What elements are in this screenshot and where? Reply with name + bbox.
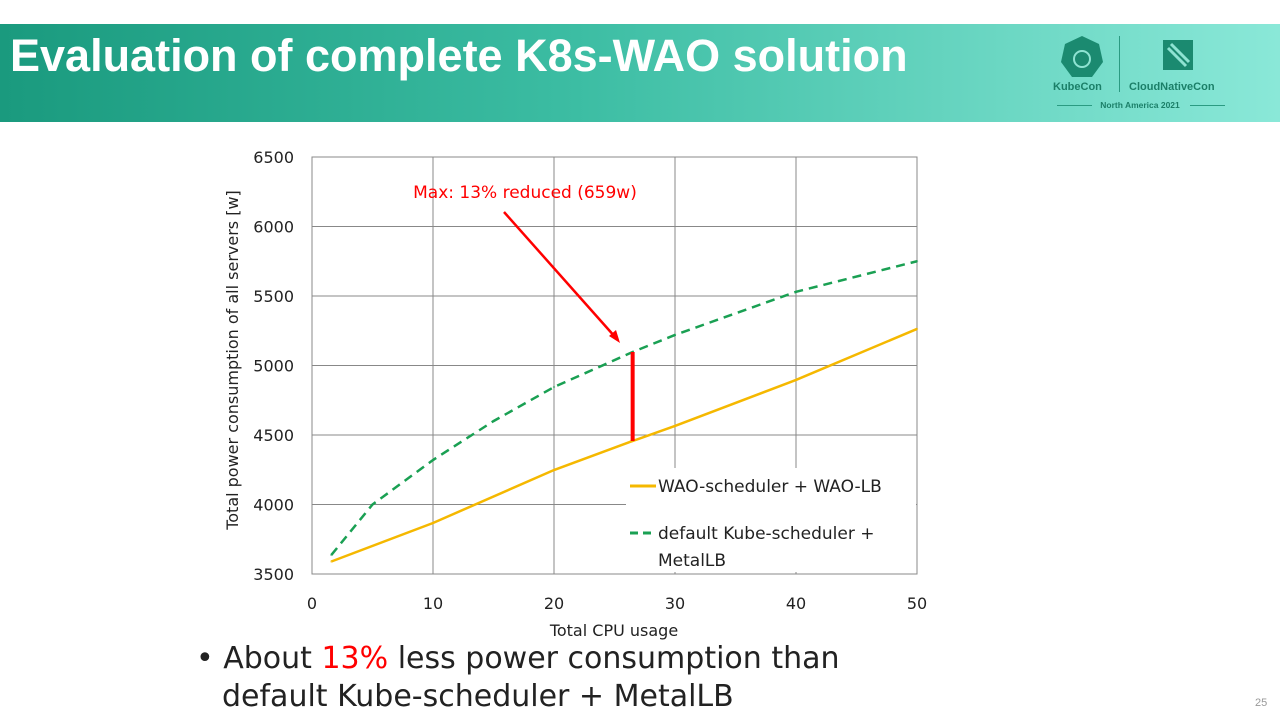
data-point bbox=[915, 327, 919, 331]
y-tick-label: 5000 bbox=[253, 357, 294, 376]
data-point bbox=[673, 333, 677, 337]
data-point bbox=[431, 521, 435, 525]
event-subtitle: North America 2021 bbox=[1100, 100, 1180, 110]
series-line-default bbox=[330, 260, 918, 556]
legend-bg bbox=[626, 468, 916, 572]
y-axis-label: Total power consumption of all servers [… bbox=[223, 190, 242, 531]
data-point bbox=[330, 560, 333, 563]
data-point bbox=[552, 468, 556, 472]
page-number: 25 bbox=[1255, 697, 1268, 709]
data-point bbox=[794, 290, 798, 294]
kubernetes-icon bbox=[1061, 36, 1103, 77]
x-axis-label: Total CPU usage bbox=[549, 621, 678, 640]
data-point bbox=[915, 260, 919, 263]
y-tick-label: 6000 bbox=[253, 218, 294, 237]
kubecon-text: KubeCon bbox=[1053, 81, 1102, 93]
data-point bbox=[492, 419, 495, 423]
annotation-arrow bbox=[503, 211, 617, 339]
annotation-arrowhead bbox=[609, 330, 620, 343]
data-point bbox=[431, 458, 435, 462]
bullet-highlight: 13% bbox=[321, 641, 389, 676]
y-tick-label: 4500 bbox=[253, 426, 294, 445]
legend-label-default-2: MetalLB bbox=[658, 551, 726, 571]
legend-label-wao: WAO-scheduler + WAO-LB bbox=[658, 477, 882, 497]
x-tick-label: 40 bbox=[786, 594, 806, 613]
cncf-icon bbox=[1163, 40, 1193, 70]
data-point bbox=[794, 378, 798, 382]
bullet-text-prefix: About bbox=[223, 641, 322, 676]
x-tick-label: 50 bbox=[907, 594, 927, 613]
y-tick-label: 3500 bbox=[253, 565, 294, 584]
legend-label-default-1: default Kube-scheduler + bbox=[658, 524, 875, 544]
y-tick-label: 5500 bbox=[253, 287, 294, 306]
annotation-text: Max: 13% reduced (659w) bbox=[413, 183, 637, 203]
bullet-text-suffix: less power consumption than bbox=[388, 641, 840, 676]
cloudnativecon-text: CloudNativeCon bbox=[1129, 81, 1215, 93]
data-point bbox=[673, 424, 677, 428]
bullet-point: • About 13% less power consumption than … bbox=[196, 641, 840, 714]
x-tick-label: 30 bbox=[665, 594, 685, 613]
y-tick-label: 6500 bbox=[253, 148, 294, 167]
data-point bbox=[552, 385, 556, 389]
bullet-text-line2: default Kube-scheduler + MetalLB bbox=[222, 679, 734, 714]
kubecon-logo: KubeCon CloudNativeCon North America 202… bbox=[1045, 30, 1275, 115]
x-tick-label: 0 bbox=[307, 594, 317, 613]
x-tick-label: 10 bbox=[423, 594, 443, 613]
data-point bbox=[330, 553, 333, 557]
y-tick-label: 4000 bbox=[253, 496, 294, 515]
x-tick-label: 20 bbox=[544, 594, 564, 613]
slide-title: Evaluation of complete K8s-WAO solution bbox=[10, 30, 908, 81]
data-point bbox=[371, 503, 374, 506]
